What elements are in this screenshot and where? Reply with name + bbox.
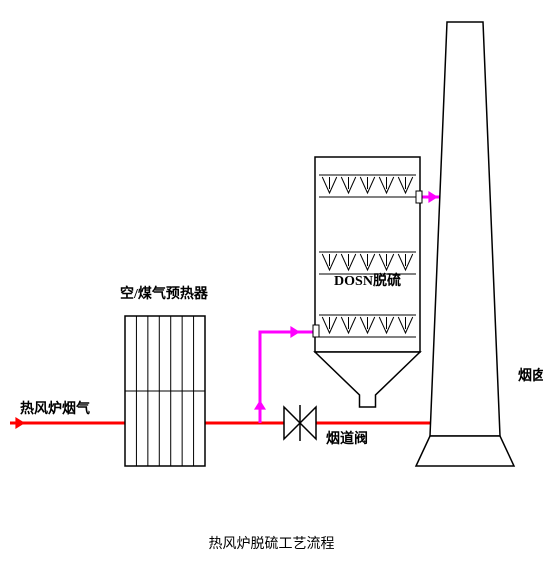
svg-text:烟囱: 烟囱 bbox=[518, 367, 543, 384]
svg-text:烟道阀: 烟道阀 bbox=[326, 430, 368, 447]
svg-text:DOSN脱硫: DOSN脱硫 bbox=[334, 272, 401, 289]
svg-text:空/煤气预热器: 空/煤气预热器 bbox=[120, 285, 209, 302]
svg-text:热风炉脱硫工艺流程: 热风炉脱硫工艺流程 bbox=[209, 536, 335, 552]
flue-valve bbox=[284, 407, 300, 439]
svg-text:热风炉烟气: 热风炉烟气 bbox=[20, 400, 90, 417]
chimney bbox=[430, 22, 500, 436]
